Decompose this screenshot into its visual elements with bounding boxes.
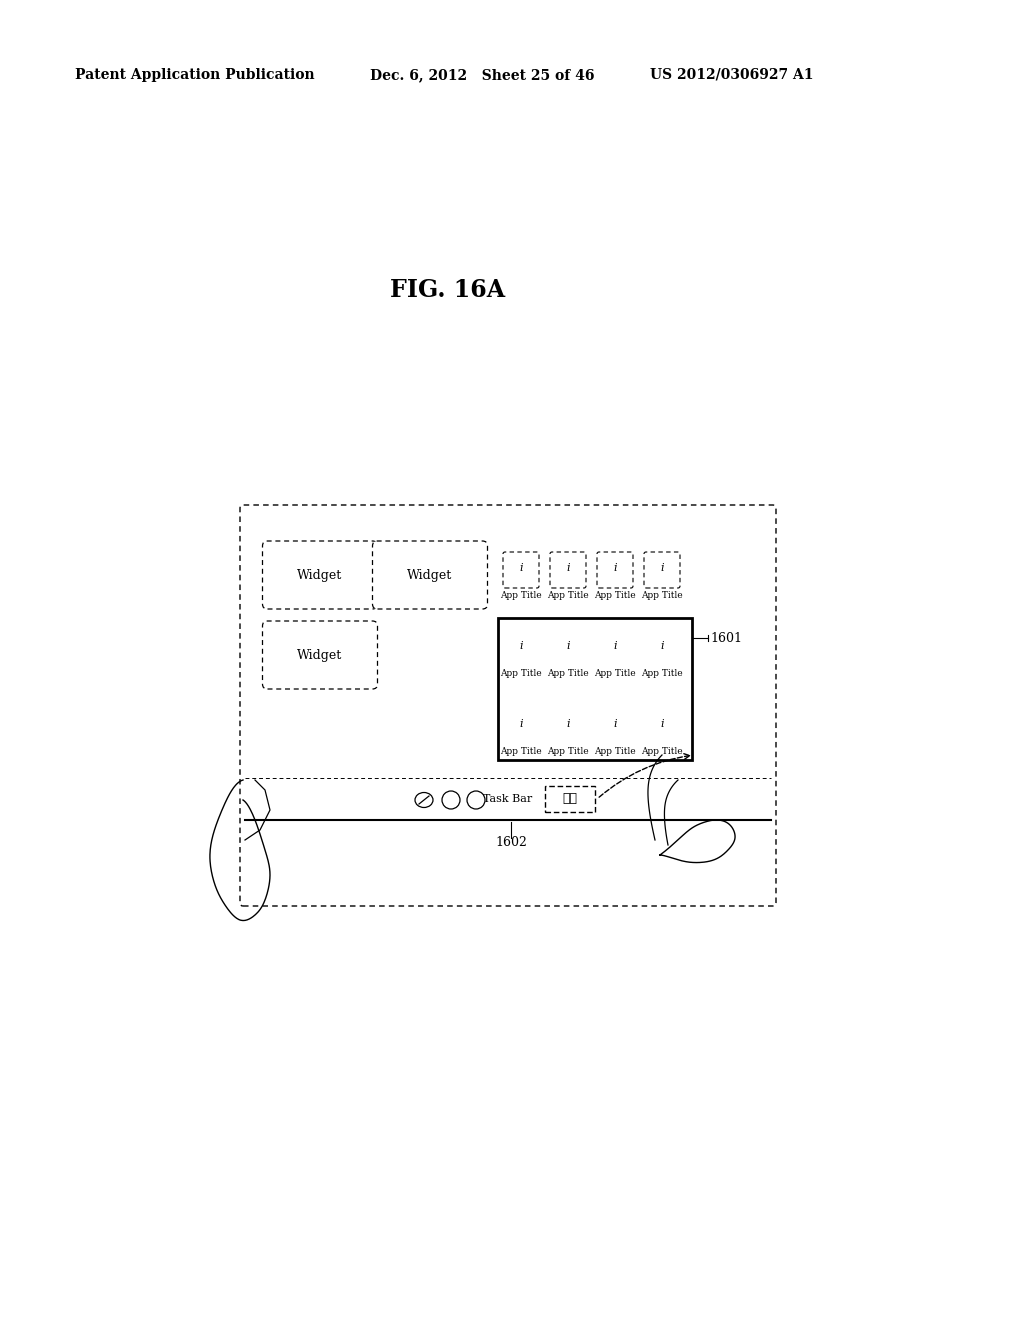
Text: App Title: App Title [594, 747, 636, 755]
Text: i: i [566, 564, 569, 573]
Text: 삭제: 삭제 [562, 792, 578, 805]
Text: App Title: App Title [500, 590, 542, 599]
FancyBboxPatch shape [644, 708, 680, 744]
Text: 1602: 1602 [495, 837, 527, 850]
FancyBboxPatch shape [597, 708, 633, 744]
FancyBboxPatch shape [644, 630, 680, 667]
Text: Widget: Widget [408, 569, 453, 582]
Text: App Title: App Title [594, 668, 636, 677]
Text: 1601: 1601 [710, 631, 742, 644]
Text: i: i [660, 564, 664, 573]
Text: App Title: App Title [641, 668, 683, 677]
Text: US 2012/0306927 A1: US 2012/0306927 A1 [650, 69, 813, 82]
FancyBboxPatch shape [550, 552, 586, 587]
Text: App Title: App Title [547, 747, 589, 755]
Text: App Title: App Title [641, 747, 683, 755]
FancyBboxPatch shape [373, 541, 487, 609]
Text: Widget: Widget [297, 569, 343, 582]
Text: i: i [566, 719, 569, 729]
FancyBboxPatch shape [597, 630, 633, 667]
FancyBboxPatch shape [550, 708, 586, 744]
Text: App Title: App Title [500, 747, 542, 755]
Text: i: i [613, 642, 616, 651]
FancyBboxPatch shape [503, 630, 539, 667]
Text: App Title: App Title [641, 590, 683, 599]
Text: Dec. 6, 2012   Sheet 25 of 46: Dec. 6, 2012 Sheet 25 of 46 [370, 69, 595, 82]
Text: Task Bar: Task Bar [483, 795, 532, 804]
Text: App Title: App Title [547, 590, 589, 599]
FancyBboxPatch shape [240, 506, 776, 906]
Text: i: i [613, 564, 616, 573]
FancyBboxPatch shape [262, 541, 378, 609]
Text: i: i [519, 642, 522, 651]
Text: App Title: App Title [547, 668, 589, 677]
Text: Widget: Widget [297, 648, 343, 661]
Text: i: i [519, 719, 522, 729]
Bar [498, 618, 692, 760]
Text: i: i [519, 564, 522, 573]
Text: i: i [566, 642, 569, 651]
FancyBboxPatch shape [262, 620, 378, 689]
Text: i: i [613, 719, 616, 729]
Text: i: i [660, 719, 664, 729]
Text: FIG. 16A: FIG. 16A [390, 279, 505, 302]
FancyBboxPatch shape [644, 552, 680, 587]
FancyBboxPatch shape [503, 552, 539, 587]
Text: Patent Application Publication: Patent Application Publication [75, 69, 314, 82]
FancyBboxPatch shape [597, 552, 633, 587]
Text: App Title: App Title [500, 668, 542, 677]
Bar [545, 785, 595, 812]
FancyBboxPatch shape [550, 630, 586, 667]
FancyBboxPatch shape [503, 708, 539, 744]
Text: App Title: App Title [594, 590, 636, 599]
Text: i: i [660, 642, 664, 651]
